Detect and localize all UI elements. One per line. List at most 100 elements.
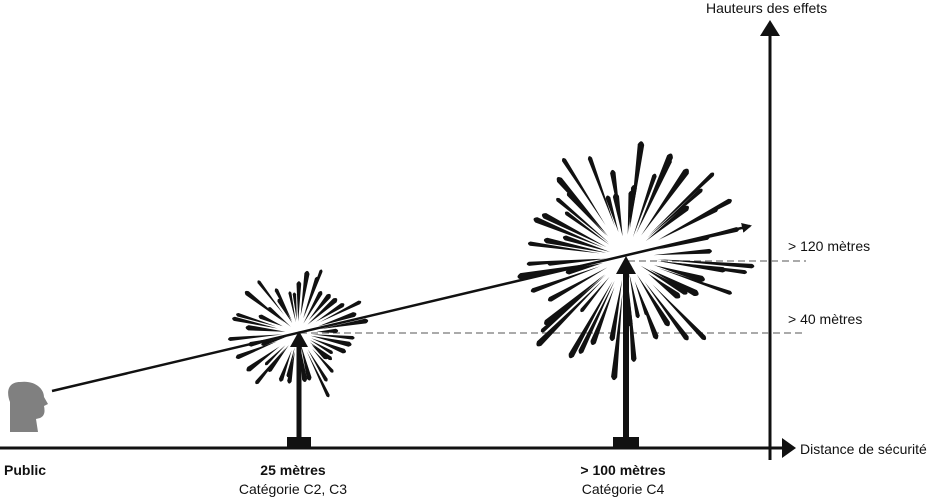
burst-streak	[656, 260, 747, 275]
burst-streak	[644, 281, 689, 341]
burst-streak	[301, 345, 312, 381]
burst-streak	[652, 284, 707, 341]
burst-streak	[657, 208, 718, 241]
burst-streak	[556, 177, 608, 237]
burst-streak	[629, 185, 637, 228]
burst-streak	[562, 157, 606, 226]
burst-streak	[245, 325, 286, 332]
burst-streak	[316, 328, 339, 333]
x-axis-arrow-icon	[782, 438, 796, 458]
burst-streak	[235, 341, 278, 359]
burst-streak	[257, 280, 284, 315]
person-head-icon	[8, 381, 48, 432]
burst-streak	[612, 193, 623, 237]
burst-streak	[527, 241, 600, 254]
burst-streak	[541, 213, 607, 247]
burst-streak	[657, 259, 755, 269]
burst-streak	[312, 348, 334, 373]
burst-streak	[310, 335, 352, 347]
burst-streak	[653, 248, 712, 256]
burst-streak	[277, 298, 293, 323]
burst-streak	[562, 235, 611, 252]
burst-streak	[609, 279, 623, 342]
burst-streak	[564, 211, 610, 245]
burst-streak	[547, 258, 608, 266]
burst-streak	[261, 336, 287, 346]
burst-streak	[649, 269, 699, 297]
burst-streak	[311, 334, 355, 340]
burst-streak	[300, 270, 310, 316]
burst-streak	[311, 338, 347, 354]
burst-streak	[536, 281, 602, 347]
burst-streak	[660, 261, 726, 273]
burst-streak	[565, 263, 603, 275]
burst-streak	[279, 350, 292, 382]
firework-burst-icon	[517, 141, 755, 381]
burst-streak	[517, 263, 591, 280]
burst-streak	[258, 314, 283, 327]
burst-streak	[318, 312, 357, 327]
burst-streak	[547, 267, 608, 302]
burst-streak	[647, 188, 703, 238]
burst-streak	[657, 235, 710, 250]
burst-streak	[645, 205, 689, 242]
launcher-2	[613, 256, 639, 449]
burst-streak	[228, 334, 283, 341]
y-axis-label: Hauteurs des effets	[706, 0, 828, 16]
burst-streak	[268, 307, 291, 327]
burst-streak	[637, 274, 670, 327]
burst-streak	[629, 273, 640, 319]
burst-streak	[632, 173, 657, 238]
burst-streak	[297, 352, 302, 401]
burst-streak	[303, 290, 323, 324]
burst-streak	[303, 269, 323, 319]
burst-streak	[649, 172, 715, 235]
burst-streak	[319, 318, 369, 330]
burst-streak	[533, 217, 604, 248]
burst-streak	[319, 300, 362, 323]
burst-streak	[540, 274, 606, 333]
firework-2-category: Catégorie C4	[581, 481, 665, 497]
burst-streak	[654, 265, 705, 283]
burst-streak	[299, 344, 308, 383]
x-axis-label: Distance de sécurité	[800, 441, 927, 457]
burst-streak	[274, 288, 292, 322]
burst-streak	[556, 197, 609, 243]
burst-streak	[587, 156, 615, 227]
y-axis-arrow-icon	[760, 20, 780, 36]
burst-streak	[311, 344, 329, 360]
burst-streak	[659, 198, 732, 240]
burst-streak	[605, 195, 619, 233]
burst-streak	[627, 283, 633, 327]
burst-streak	[578, 280, 615, 354]
burst-streak	[629, 141, 645, 230]
burst-streak	[611, 293, 623, 381]
firework-burst-icon	[228, 269, 369, 401]
burst-streak	[288, 291, 296, 323]
firework-1-category: Catégorie C2, C3	[238, 481, 348, 497]
burst-streak	[248, 337, 281, 347]
burst-streak	[648, 273, 681, 299]
burst-streak	[286, 347, 295, 378]
burst-streak	[292, 292, 297, 320]
burst-streak	[641, 168, 689, 236]
burst-streak	[530, 266, 601, 293]
burst-streak	[307, 349, 328, 382]
burst-streak	[255, 347, 286, 385]
burst-streak	[580, 276, 610, 313]
burst-streak	[307, 298, 338, 325]
viewer-label: Public	[4, 462, 47, 478]
burst-streak	[658, 268, 732, 295]
firework-2-distance: > 100 mètres	[580, 462, 666, 478]
burst-streak	[544, 274, 605, 326]
burst-streak	[296, 281, 302, 322]
burst-streak	[640, 265, 688, 295]
burst-streak	[637, 287, 659, 340]
sight-line-arrow	[51, 222, 752, 393]
burst-streak	[315, 303, 345, 322]
burst-streak	[232, 316, 278, 329]
burst-streak	[264, 345, 286, 366]
burst-streak	[308, 293, 331, 321]
height-label-40: > 40 mètres	[788, 311, 863, 327]
